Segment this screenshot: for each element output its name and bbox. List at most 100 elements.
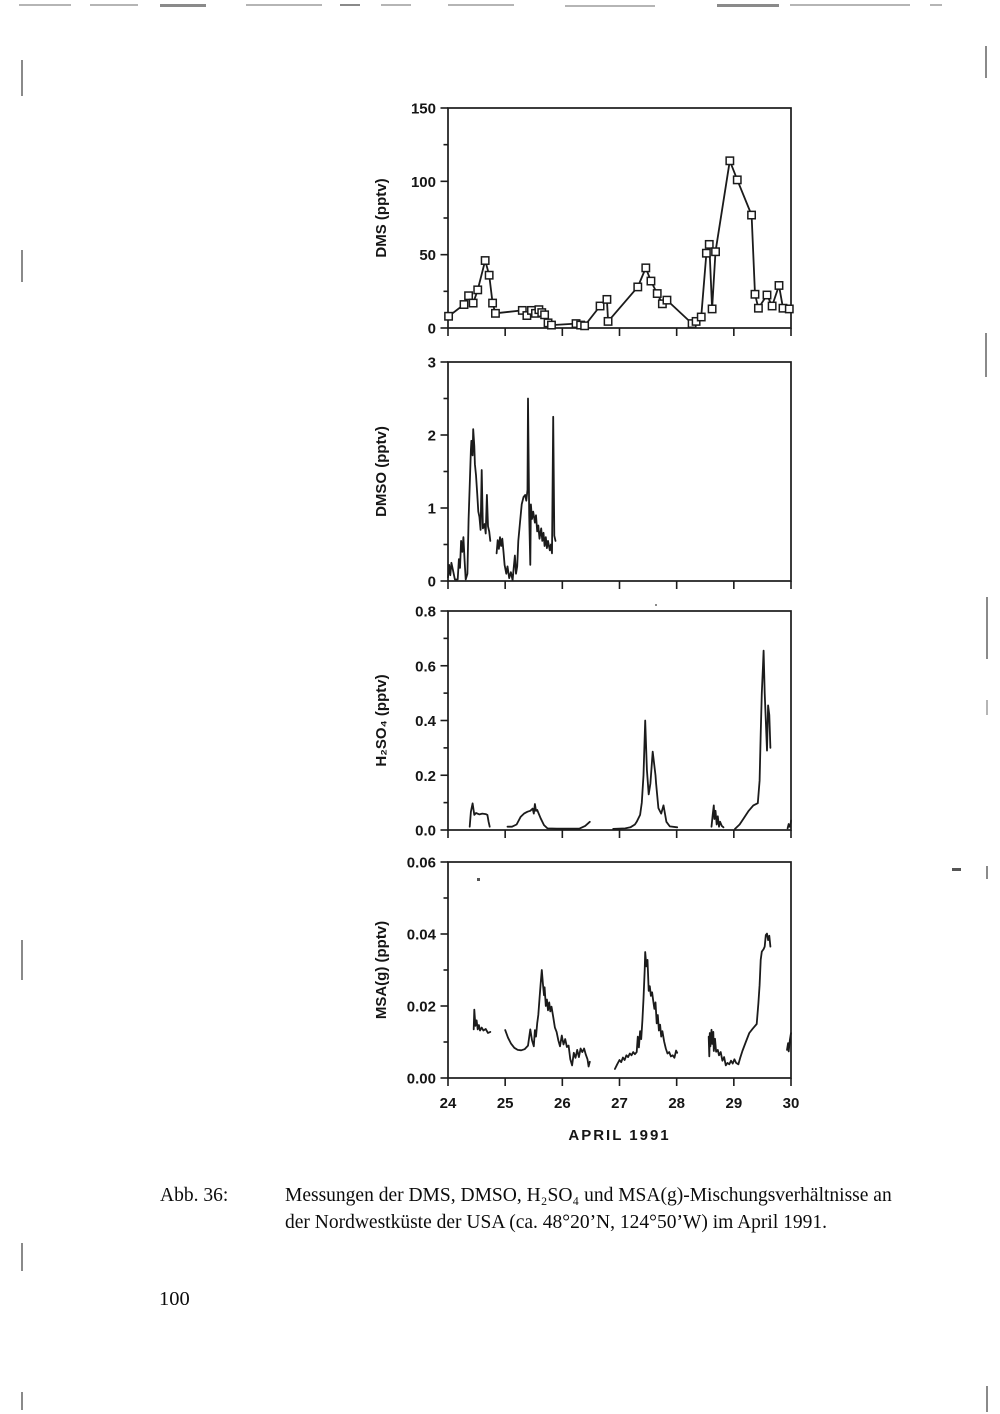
y-tick-label: 0.8 (415, 604, 436, 621)
data-point-marker (540, 310, 550, 320)
data-point-marker (517, 305, 527, 315)
page-number: 100 (159, 1288, 190, 1310)
data-point-marker (725, 156, 735, 166)
plot-frame (447, 107, 792, 329)
scan-artifact (986, 866, 988, 879)
y-tick-label: 3 (428, 355, 436, 372)
scan-artifact (160, 4, 206, 7)
y-tick-label: 0.02 (407, 999, 436, 1016)
scan-artifact (21, 250, 23, 282)
scan-artifact (952, 868, 961, 871)
series-line (786, 819, 792, 830)
y-tick-label: 0.00 (407, 1071, 436, 1088)
scan-artifact (477, 878, 480, 881)
y-tick-label: 0.0 (415, 823, 436, 840)
x-tick-label: 29 (725, 1095, 742, 1112)
data-point-marker (633, 282, 643, 292)
data-point-marker (473, 285, 483, 295)
scan-artifact (340, 4, 360, 6)
data-point-marker (704, 239, 714, 249)
series-line (447, 159, 791, 327)
panel-dms: 0 50 100 150 DMS (pptv) (373, 101, 794, 338)
x-tick-label: 30 (783, 1095, 800, 1112)
data-point-marker (767, 301, 777, 311)
scan-artifact (21, 1243, 23, 1271)
figure-caption: Abb. 36: Messungen der DMS, DMSO, H₂SO₄ … (160, 1183, 950, 1236)
y-tick-label: 0.06 (407, 855, 436, 872)
figure-caption-label: Abb. 36: (160, 1185, 229, 1206)
y-axis-title: DMS (pptv) (373, 178, 390, 257)
series-line (506, 803, 591, 830)
plot-frame (447, 610, 792, 831)
data-point-marker (468, 298, 478, 308)
data-point-marker (707, 304, 717, 314)
series-line (734, 649, 772, 830)
scan-artifact (985, 46, 987, 78)
y-tick-label: 1 (428, 501, 436, 518)
data-point-marker (490, 308, 500, 318)
series-line (710, 804, 725, 829)
scan-artifact (19, 4, 71, 6)
scan-artifact (246, 4, 322, 6)
y-tick-label: 0 (428, 574, 436, 591)
scan-artifact (381, 4, 411, 6)
y-tick-label: 0.4 (415, 713, 437, 730)
data-point-marker (784, 304, 794, 314)
series-line (447, 428, 492, 581)
panel-dmso: 0 1 2 3 DMSO (pptv) (373, 355, 792, 591)
scan-artifact (986, 1386, 988, 1412)
x-tick-label: 28 (668, 1095, 685, 1112)
data-point-marker (459, 300, 469, 309)
scan-artifact (717, 4, 779, 7)
data-point-marker (753, 303, 763, 313)
scan-artifact (655, 604, 657, 606)
data-point-marker (750, 289, 760, 299)
data-point-marker (547, 320, 556, 330)
series-line (612, 719, 679, 830)
scan-artifact (930, 4, 942, 6)
data-point-marker (641, 263, 651, 273)
data-point-marker (444, 311, 454, 321)
series-line (472, 1008, 492, 1034)
y-axis-title: H₂SO₄ (pptv) (373, 674, 390, 766)
data-point-marker (701, 248, 711, 258)
data-point-marker (711, 247, 720, 257)
scan-artifact (986, 700, 988, 715)
figure-caption-line: Messungen der DMS, DMSO, H₂SO₄ und MSA(g… (285, 1185, 892, 1206)
x-tick-label: 26 (554, 1095, 571, 1112)
scan-artifact (21, 60, 23, 96)
data-point-marker (522, 311, 532, 320)
data-point-marker (603, 316, 613, 326)
series-line (468, 802, 491, 828)
scan-artifact (21, 1392, 23, 1410)
x-tick-label: 24 (440, 1095, 457, 1112)
data-point-marker (696, 312, 706, 322)
figure-caption-line: der Nordwestküste der USA (ca. 48°20’N, … (285, 1211, 828, 1233)
data-point-marker (484, 270, 494, 280)
y-tick-label: 50 (419, 247, 436, 264)
data-point-marker (580, 321, 590, 331)
series-line (614, 951, 679, 1070)
y-tick-label: 0.2 (415, 768, 436, 785)
data-point-marker (602, 294, 612, 304)
x-tick-label: 25 (497, 1095, 514, 1112)
scan-artifact (448, 4, 514, 6)
series-line (504, 969, 591, 1068)
data-point-marker (464, 291, 474, 301)
series-line (707, 932, 772, 1067)
x-tick-label: 27 (611, 1095, 628, 1112)
y-axis-title: DMSO (pptv) (373, 426, 390, 517)
y-tick-label: 150 (411, 101, 436, 118)
y-tick-label: 0.04 (407, 927, 437, 944)
data-point-marker (747, 210, 757, 220)
scan-artifact (90, 4, 138, 6)
series-line (786, 1032, 792, 1053)
data-point-marker (732, 175, 742, 185)
data-point-marker (646, 276, 656, 286)
measurement-time-series-figure: 0 50 100 150 DMS (pptv) 0 1 2 3 DMSO (pptv) 0.0 0.2… (373, 101, 800, 1145)
data-point-marker (662, 295, 672, 305)
figure-caption-text: Messungen der DMS, DMSO, H₂SO₄ und MSA(g… (285, 1183, 950, 1236)
y-tick-label: 100 (411, 174, 436, 191)
y-axis-title: MSA(g) (pptv) (373, 921, 390, 1019)
